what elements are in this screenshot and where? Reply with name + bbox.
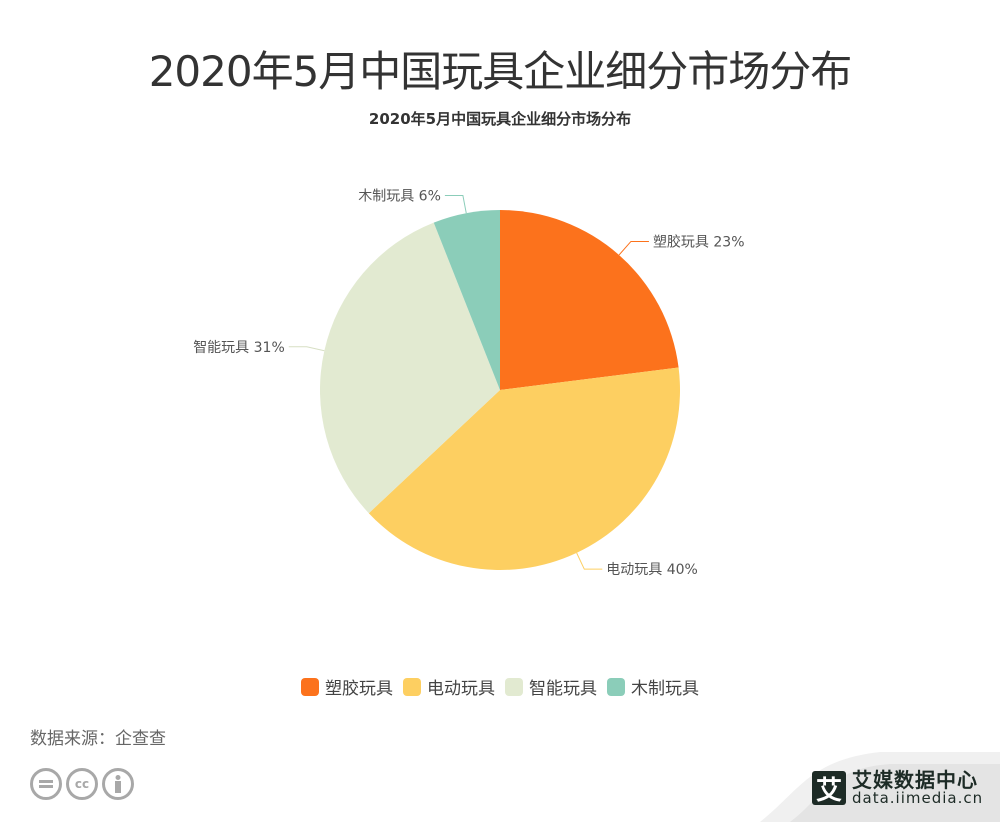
- legend-swatch: [403, 677, 421, 696]
- slice-plastic[interactable]: [500, 210, 679, 390]
- cc-by-icon: [102, 768, 134, 800]
- legend-label: 电动玩具: [427, 679, 495, 699]
- license-icons: cc: [30, 768, 134, 800]
- page-title: 2020年5月中国玩具企业细分市场分布: [148, 47, 853, 96]
- legend-label: 智能玩具: [529, 679, 597, 699]
- slice-smart[interactable]: [319, 222, 500, 514]
- legend-label: 木制玩具: [631, 679, 699, 699]
- iimedia-logo-icon: 艾: [812, 771, 846, 806]
- brand-logo: 艾 艾媒数据中心 data.iimedia.cn: [812, 770, 983, 806]
- slice-label: 电动玩具 40%: [606, 562, 698, 578]
- chart-legend: 塑胶玩具 电动玩具 智能玩具 木制玩具: [0, 674, 1000, 699]
- legend-item-plastic[interactable]: 塑胶玩具: [301, 674, 393, 699]
- leader-line: [576, 552, 603, 570]
- legend-swatch: [607, 677, 625, 696]
- slice-label: 塑胶玩具 23%: [653, 233, 745, 250]
- legend-swatch: [505, 677, 523, 696]
- leader-line: [444, 195, 467, 214]
- leader-line: [618, 240, 649, 256]
- legend-label: 塑胶玩具: [325, 679, 393, 699]
- slice-wooden[interactable]: [433, 210, 500, 390]
- brand-name: 艾媒数据中心: [852, 768, 978, 792]
- cc-nd-icon: [30, 768, 62, 800]
- slice-label: 木制玩具 6%: [358, 189, 441, 205]
- data-source: 数据来源：企查查: [30, 729, 166, 749]
- slice-label: 智能玩具 31%: [193, 340, 285, 356]
- legend-item-wooden[interactable]: 木制玩具: [607, 674, 699, 699]
- leader-line: [288, 346, 325, 352]
- slice-electric[interactable]: [368, 367, 680, 570]
- cc-icon: cc: [66, 768, 98, 800]
- legend-item-smart[interactable]: 智能玩具: [505, 674, 597, 699]
- brand-url: data.iimedia.cn: [852, 789, 984, 807]
- legend-swatch: [301, 677, 319, 696]
- chart-title: 2020年5月中国玩具企业细分市场分布: [368, 110, 632, 128]
- legend-item-electric[interactable]: 电动玩具: [403, 674, 495, 699]
